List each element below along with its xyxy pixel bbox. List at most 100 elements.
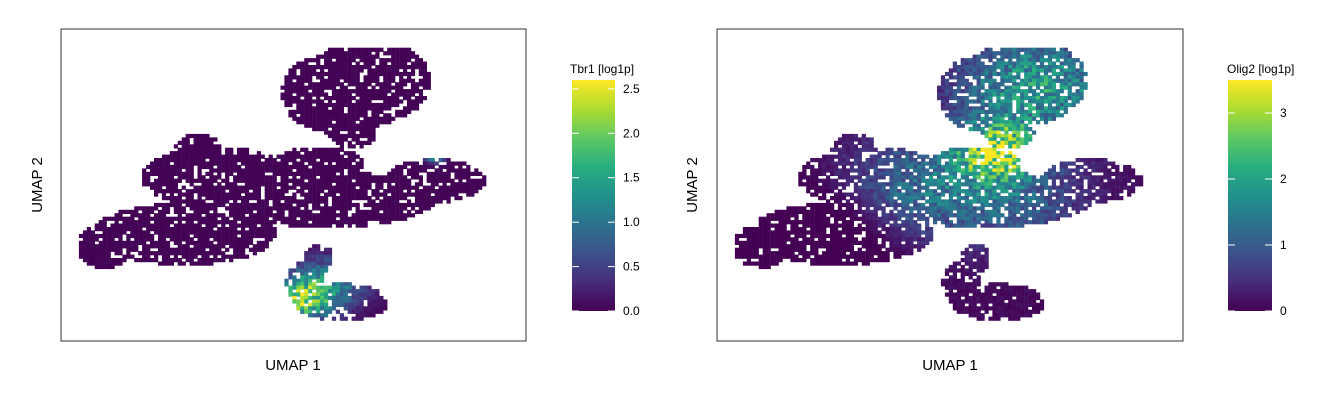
cell-hex [948, 68, 953, 73]
cell-hex [351, 302, 356, 307]
cell-hex [221, 220, 226, 225]
cell-hex [1047, 85, 1053, 90]
cell-hex [351, 189, 356, 194]
cell-hex [339, 123, 344, 128]
cell-hex [1095, 178, 1100, 183]
cell-hex [399, 213, 404, 218]
cell-hex [395, 196, 400, 201]
cell-hex [399, 99, 404, 104]
cell-hex [1008, 51, 1013, 56]
cell-hex [165, 164, 171, 170]
cell-hex [335, 123, 340, 128]
cell-hex [873, 147, 878, 152]
cell-hex [889, 199, 894, 204]
cell-hex [288, 275, 293, 280]
cell-hex [1004, 158, 1009, 163]
cell-hex [418, 78, 423, 83]
cell-hex [1047, 209, 1053, 214]
cell-hex [383, 113, 388, 118]
cell-hex [288, 209, 293, 214]
cell-hex [122, 258, 127, 263]
cell-hex [940, 82, 946, 87]
cell-hex [272, 213, 277, 218]
cell-hex [1000, 58, 1005, 63]
cell-hex [185, 237, 190, 242]
cell-hex [881, 196, 886, 201]
cell-hex [331, 47, 337, 52]
cell-hex [1047, 185, 1053, 190]
cell-hex [181, 254, 186, 259]
cell-hex [114, 227, 119, 232]
cell-hex [897, 161, 902, 166]
cell-hex [331, 92, 337, 97]
cell-hex [256, 161, 261, 166]
cell-hex [355, 213, 360, 218]
cell-hex [233, 223, 238, 228]
cell-hex [434, 175, 439, 180]
cell-hex [865, 144, 870, 149]
cell-hex [391, 216, 396, 221]
cell-hex [217, 168, 222, 173]
cell-hex [426, 171, 431, 176]
cell-hex [387, 51, 392, 56]
cell-hex [359, 144, 364, 149]
cell-hex [422, 196, 427, 201]
cell-hex [304, 299, 309, 304]
cell-hex [909, 189, 914, 194]
cell-hex [877, 189, 882, 194]
cell-hex [956, 192, 961, 197]
cell-hex [367, 65, 372, 70]
cell-hex [901, 202, 906, 208]
cell-hex [209, 151, 214, 156]
cell-hex [845, 182, 850, 187]
cell-hex [339, 199, 344, 204]
cell-hex [992, 78, 997, 83]
cell-hex [446, 168, 451, 173]
cell-hex [114, 244, 119, 249]
cell-hex [82, 244, 88, 249]
cell-hex [177, 227, 182, 232]
cell-hex [225, 154, 230, 159]
cell-hex [422, 75, 427, 80]
cell-hex [984, 216, 989, 221]
cell-hex [391, 65, 396, 70]
cell-hex [1055, 199, 1060, 204]
cell-hex [857, 164, 862, 170]
cell-hex [913, 161, 918, 166]
cell-hex [976, 189, 981, 194]
cell-hex [845, 227, 850, 232]
cell-hex [964, 78, 969, 83]
cell-hex [185, 254, 190, 259]
cell-hex [324, 199, 329, 204]
cell-hex [1123, 185, 1128, 190]
cell-hex [308, 254, 313, 259]
cell-hex [142, 237, 147, 242]
cell-hex [976, 154, 981, 159]
cell-hex [845, 206, 850, 211]
cell-hex [197, 244, 202, 249]
cell-hex [980, 61, 985, 66]
cell-hex [320, 182, 325, 187]
cell-hex [387, 102, 392, 108]
cell-hex [343, 216, 348, 221]
cell-hex [304, 175, 309, 180]
cell-hex [331, 158, 337, 163]
cell-hex [371, 71, 376, 77]
cell-hex [944, 206, 950, 211]
cell-hex [395, 202, 400, 208]
cell-hex [316, 264, 321, 270]
cell-hex [905, 185, 910, 190]
cell-hex [391, 61, 396, 66]
cell-hex [948, 96, 953, 101]
cell-hex [921, 168, 926, 173]
cell-hex [414, 168, 420, 173]
cell-hex [292, 278, 297, 283]
cell-hex [201, 189, 206, 194]
cell-hex [395, 96, 400, 101]
cell-hex [984, 92, 989, 97]
cell-hex [1099, 164, 1104, 170]
cell-hex [324, 175, 329, 180]
cell-hex [1055, 71, 1060, 77]
cell-hex [244, 164, 250, 170]
cell-hex [201, 199, 206, 204]
